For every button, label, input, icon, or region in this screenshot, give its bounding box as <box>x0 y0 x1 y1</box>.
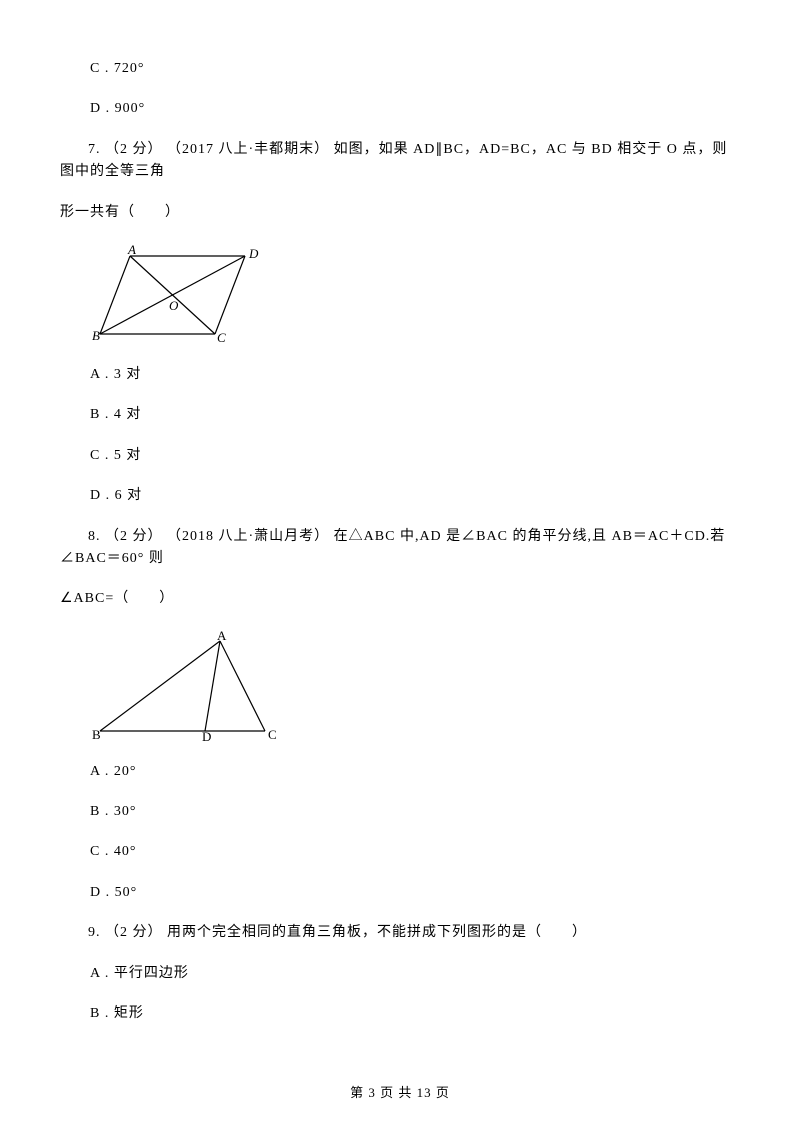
q7-figure: A D B C O <box>90 244 740 344</box>
q9-option-a[interactable]: A . 平行四边形 <box>90 963 740 985</box>
q8-option-a[interactable]: A . 20° <box>90 761 740 783</box>
q8-option-c[interactable]: C . 40° <box>90 841 740 863</box>
q8-figure: A B C D <box>90 631 740 741</box>
svg-text:A: A <box>127 244 136 257</box>
q6-option-c[interactable]: C . 720° <box>90 58 740 80</box>
q8-stem-line1: 8. （2 分） （2018 八上·萧山月考） 在△ABC 中,AD 是∠BAC… <box>60 526 740 571</box>
q7-option-a[interactable]: A . 3 对 <box>90 364 740 386</box>
page-footer: 第 3 页 共 13 页 <box>0 1083 800 1104</box>
svg-text:O: O <box>169 298 179 313</box>
q9-option-b[interactable]: B . 矩形 <box>90 1003 740 1025</box>
svg-text:D: D <box>202 729 211 741</box>
svg-text:A: A <box>217 631 227 643</box>
q7-parallelogram-diagram: A D B C O <box>90 244 270 344</box>
q7-stem-line2: 形一共有（ ） <box>60 202 740 224</box>
q8-triangle-diagram: A B C D <box>90 631 280 741</box>
q7-option-d[interactable]: D . 6 对 <box>90 485 740 507</box>
q8-option-b[interactable]: B . 30° <box>90 801 740 823</box>
q8-stem-line2: ∠ABC=（ ） <box>60 588 740 610</box>
svg-text:B: B <box>92 328 100 343</box>
svg-text:B: B <box>92 727 101 741</box>
q7-stem-line1: 7. （2 分） （2017 八上·丰都期末） 如图，如果 AD∥BC，AD=B… <box>60 139 740 184</box>
svg-text:D: D <box>248 246 259 261</box>
svg-text:C: C <box>217 330 226 344</box>
svg-text:C: C <box>268 727 277 741</box>
q6-option-d[interactable]: D . 900° <box>90 98 740 120</box>
q7-option-c[interactable]: C . 5 对 <box>90 445 740 467</box>
q7-option-b[interactable]: B . 4 对 <box>90 404 740 426</box>
q8-option-d[interactable]: D . 50° <box>90 882 740 904</box>
q9-stem: 9. （2 分） 用两个完全相同的直角三角板，不能拼成下列图形的是（ ） <box>60 922 740 944</box>
